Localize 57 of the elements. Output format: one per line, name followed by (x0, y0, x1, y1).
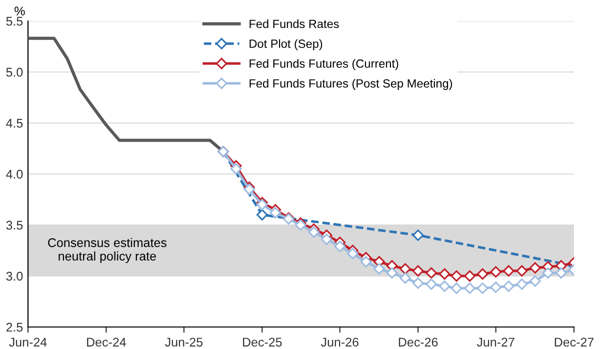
x-tick-label: Jun-26 (320, 338, 358, 347)
point (270, 207, 282, 218)
x-tick-label: Jun-24 (9, 338, 47, 347)
y-tick-label: 4.5 (6, 118, 23, 128)
point (542, 267, 554, 279)
y-tick-label: 2.5 (6, 322, 23, 332)
x-tick-label: Jun-25 (165, 338, 203, 347)
legend-label: Fed Funds Futures (Post Sep Meeting) (250, 78, 452, 90)
legend-label: Fed Funds Rates (250, 19, 339, 28)
point (412, 265, 424, 277)
x-tick-label: Dec-24 (87, 338, 126, 347)
point (529, 275, 541, 287)
x-tick-label: Dec-26 (398, 338, 438, 347)
legend-label: Fed Funds Futures (Current) (250, 59, 398, 70)
point (516, 278, 528, 290)
point (244, 184, 255, 195)
point (450, 270, 462, 282)
point (320, 234, 332, 245)
point (412, 277, 424, 289)
point (360, 256, 372, 268)
point (490, 282, 502, 293)
point (334, 240, 346, 252)
point (426, 278, 437, 290)
point (438, 280, 450, 292)
point (308, 226, 320, 238)
y-tick-label: 3.0 (6, 272, 23, 281)
point (556, 267, 567, 279)
point (400, 263, 411, 275)
band-label: Consensus estimates neutral policy rate (48, 238, 166, 264)
point (464, 282, 476, 294)
point (438, 268, 450, 280)
x-tick-label: Dec-27 (554, 338, 594, 347)
point (230, 163, 242, 175)
point (426, 267, 437, 279)
point (400, 272, 411, 284)
y-axis-title: % (14, 6, 25, 16)
point (529, 262, 541, 274)
x-tick-label: Jun-27 (476, 338, 514, 347)
y-tick-label: 5.0 (6, 68, 23, 77)
point (490, 266, 502, 278)
point (502, 280, 514, 292)
y-tick-label: 3.5 (6, 220, 23, 230)
point (516, 265, 528, 277)
point (256, 209, 268, 220)
point (476, 268, 488, 280)
y-tick-label: 4.0 (6, 170, 23, 179)
point (502, 265, 514, 277)
point (374, 263, 385, 275)
point (412, 230, 424, 241)
x-tick-label: Dec-25 (243, 338, 282, 347)
point (464, 270, 476, 282)
point (386, 267, 398, 279)
point (476, 282, 488, 294)
legend-label: Dot Plot (Sep) (250, 39, 322, 50)
y-tick-label: 5.5 (6, 16, 23, 26)
point (450, 282, 462, 294)
point (347, 248, 358, 260)
